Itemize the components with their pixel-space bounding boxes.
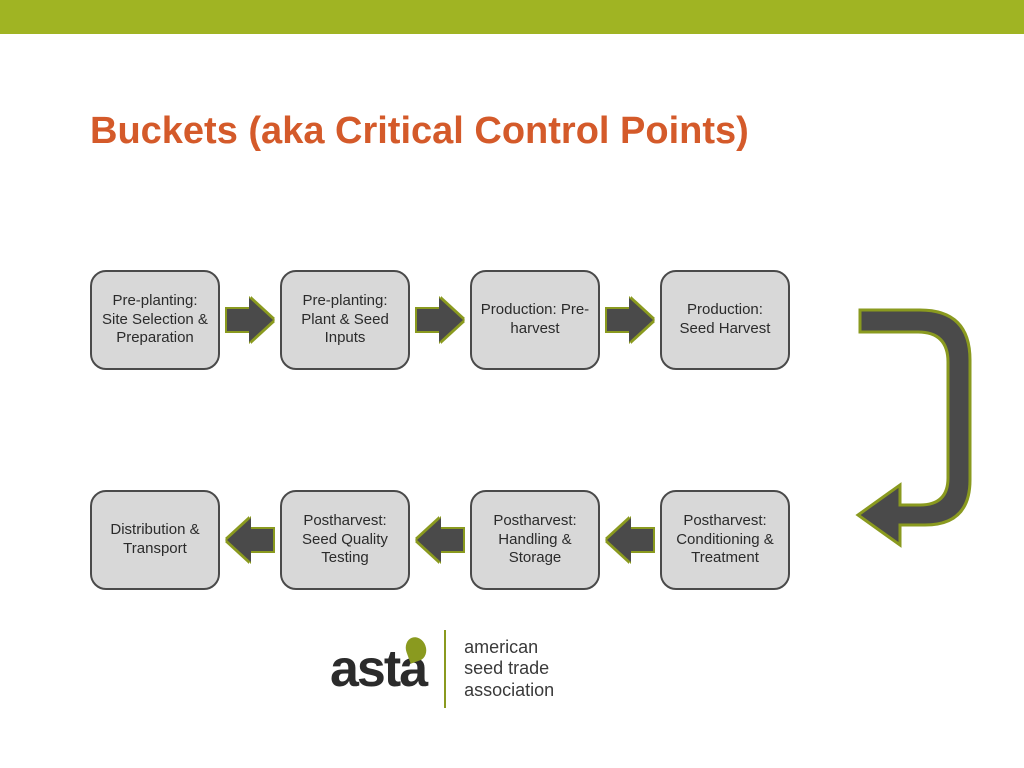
curved-arrow-icon xyxy=(850,300,990,550)
node-site-selection: Pre-planting: Site Selection & Preparati… xyxy=(90,270,220,370)
logo-wordmark: asta xyxy=(330,639,426,699)
node-conditioning: Postharvest: Conditioning & Treatment xyxy=(660,490,790,590)
logo-line: american xyxy=(464,637,554,659)
top-accent-bar xyxy=(0,0,1024,34)
arrow-right-icon xyxy=(410,298,470,342)
logo-line: seed trade xyxy=(464,658,554,680)
arrow-left-icon xyxy=(410,518,470,562)
flow-row-bottom: Distribution & Transport Postharvest: Se… xyxy=(90,480,940,600)
arrow-left-icon xyxy=(220,518,280,562)
node-pre-harvest: Production: Pre-harvest xyxy=(470,270,600,370)
node-seed-quality: Postharvest: Seed Quality Testing xyxy=(280,490,410,590)
arrow-left-icon xyxy=(600,518,660,562)
logo-subtitle: american seed trade association xyxy=(464,637,554,702)
node-seed-harvest: Production: Seed Harvest xyxy=(660,270,790,370)
arrow-right-icon xyxy=(220,298,280,342)
node-handling-storage: Postharvest: Handling & Storage xyxy=(470,490,600,590)
flow-row-top: Pre-planting: Site Selection & Preparati… xyxy=(90,260,940,380)
leaf-icon xyxy=(402,634,429,663)
logo-divider xyxy=(444,630,446,708)
logo-line: association xyxy=(464,680,554,702)
flowchart: Pre-planting: Site Selection & Preparati… xyxy=(90,260,940,600)
node-distribution: Distribution & Transport xyxy=(90,490,220,590)
arrow-right-icon xyxy=(600,298,660,342)
asta-logo: asta american seed trade association xyxy=(330,630,554,708)
node-plant-seed-inputs: Pre-planting: Plant & Seed Inputs xyxy=(280,270,410,370)
page-title: Buckets (aka Critical Control Points) xyxy=(90,110,749,153)
